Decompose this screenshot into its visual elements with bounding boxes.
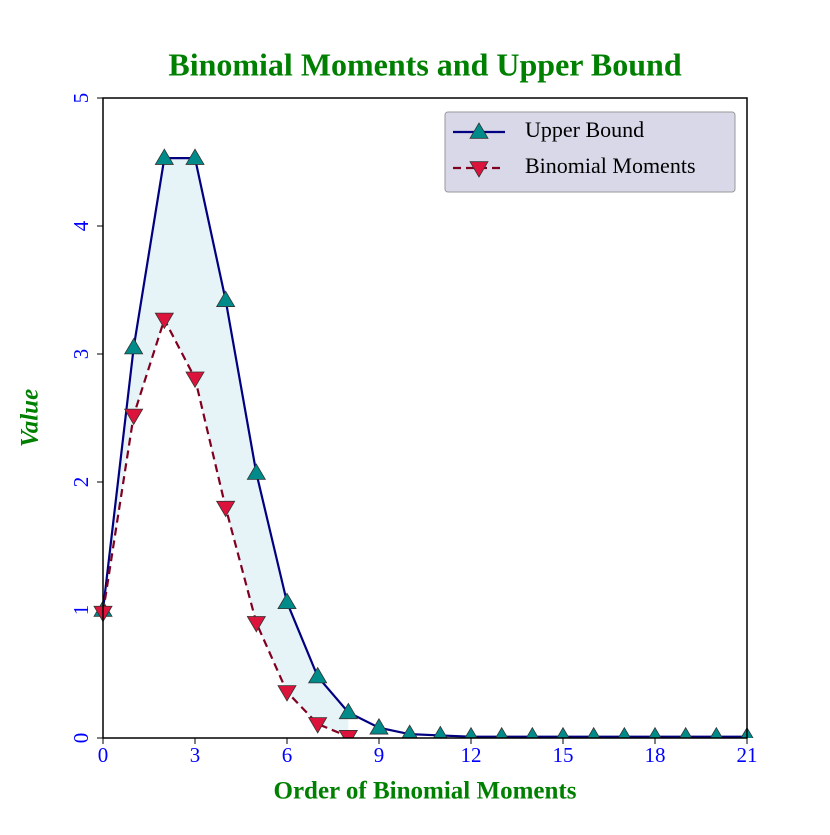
legend-label: Upper Bound bbox=[525, 117, 644, 142]
marker bbox=[556, 726, 570, 738]
marker bbox=[679, 726, 693, 738]
chart-title: Binomial Moments and Upper Bound bbox=[168, 46, 682, 82]
legend-marker bbox=[469, 161, 489, 178]
legend-box bbox=[444, 111, 736, 193]
x-tick-label: 18 bbox=[645, 743, 666, 767]
y-tick-label: 3 bbox=[69, 349, 93, 360]
y-tick-label: 0 bbox=[69, 733, 93, 744]
marker bbox=[617, 726, 631, 738]
y-tick-label: 5 bbox=[69, 93, 93, 104]
marker bbox=[215, 500, 236, 518]
marker bbox=[369, 717, 389, 735]
y-tick-label: 2 bbox=[69, 477, 93, 488]
marker bbox=[709, 726, 723, 738]
marker bbox=[277, 592, 297, 610]
x-axis-label: Order of Binomial Moments bbox=[274, 778, 577, 805]
marker bbox=[154, 148, 175, 165]
legend-label: Binomial Moments bbox=[525, 153, 696, 178]
x-tick-label: 0 bbox=[98, 743, 109, 767]
marker bbox=[123, 337, 144, 355]
marker bbox=[246, 463, 267, 480]
marker bbox=[123, 408, 144, 426]
marker bbox=[307, 666, 328, 684]
x-tick-label: 21 bbox=[737, 743, 758, 767]
marker bbox=[215, 290, 236, 307]
marker bbox=[338, 702, 359, 720]
x-tick-label: 3 bbox=[190, 743, 201, 767]
y-tick-label: 1 bbox=[69, 605, 93, 616]
marker bbox=[587, 726, 601, 738]
x-tick-label: 15 bbox=[553, 743, 574, 767]
series-line bbox=[101, 157, 747, 738]
marker bbox=[464, 726, 478, 738]
marker bbox=[185, 371, 205, 389]
plot-frame bbox=[102, 97, 748, 739]
marker bbox=[307, 717, 328, 734]
y-axis-label: Value bbox=[17, 389, 44, 447]
y-tick-label: 4 bbox=[69, 220, 93, 231]
legend-marker bbox=[469, 122, 489, 139]
marker bbox=[277, 685, 297, 702]
marker bbox=[433, 725, 448, 738]
marker bbox=[401, 724, 418, 738]
x-tick-label: 12 bbox=[461, 743, 482, 767]
marker bbox=[495, 726, 509, 738]
marker bbox=[648, 726, 662, 738]
marker bbox=[154, 312, 175, 330]
fill-area bbox=[103, 158, 349, 737]
marker bbox=[338, 730, 359, 738]
marker bbox=[185, 148, 205, 165]
x-tick-label: 9 bbox=[374, 743, 385, 767]
marker bbox=[246, 616, 267, 633]
x-tick-label: 6 bbox=[282, 743, 293, 767]
marker bbox=[525, 726, 539, 738]
